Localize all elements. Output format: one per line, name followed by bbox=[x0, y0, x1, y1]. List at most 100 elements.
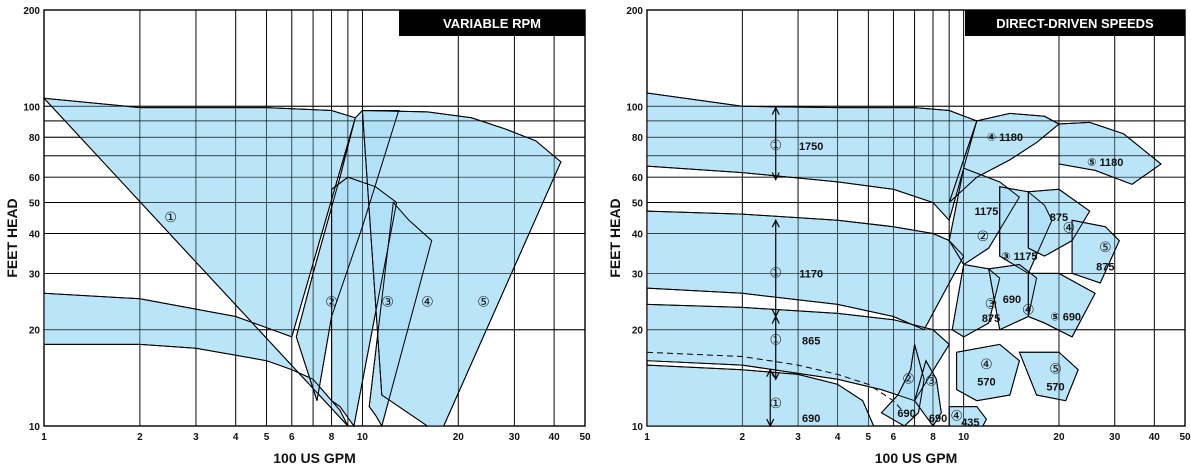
arrow-head-down bbox=[771, 172, 780, 181]
arrow-head-down bbox=[771, 372, 780, 381]
y-tick-label: 60 bbox=[632, 173, 644, 184]
region-outline-4 bbox=[368, 201, 433, 428]
x-tick-label: 2 bbox=[740, 432, 746, 443]
x-tick-label: 5 bbox=[264, 432, 270, 443]
annotation-label: ③ 1175 bbox=[1001, 251, 1037, 263]
annotation-label: 1750 bbox=[799, 141, 823, 153]
annotation-label: 435 bbox=[961, 417, 979, 429]
region-outline-4 bbox=[646, 210, 965, 331]
region-outline-11 bbox=[988, 263, 1038, 331]
x-tick-label: 5 bbox=[866, 432, 872, 443]
dashed-curve bbox=[646, 351, 905, 414]
annotation-label: ⑤ 1180 bbox=[1087, 157, 1123, 169]
x-tick-label: 8 bbox=[930, 432, 936, 443]
region-outline-3 bbox=[331, 176, 398, 428]
annotation-label: 690 bbox=[1003, 294, 1021, 306]
x-tick-label: 40 bbox=[549, 432, 561, 443]
x-tick-label: 1 bbox=[644, 432, 650, 443]
x-tick-label: 4 bbox=[233, 432, 239, 443]
x-tick-label: 10 bbox=[357, 432, 369, 443]
x-tick-label: 8 bbox=[329, 432, 335, 443]
annotation-label: 570 bbox=[977, 376, 995, 388]
x-tick-label: 20 bbox=[453, 432, 465, 443]
y-tick-label: 20 bbox=[632, 326, 644, 337]
x-tick-label: 40 bbox=[1149, 432, 1161, 443]
x-tick-label: 1 bbox=[41, 432, 47, 443]
annotation-label: 875 bbox=[1096, 262, 1114, 274]
annotation-label: ② bbox=[977, 228, 990, 244]
arrow-head-down bbox=[766, 418, 775, 428]
y-tick-label: 30 bbox=[29, 269, 41, 280]
region-outline-1 bbox=[646, 92, 978, 222]
y-tick-label: 30 bbox=[632, 269, 644, 280]
x-tick-label: 10 bbox=[958, 432, 970, 443]
arrow-head-up bbox=[771, 315, 780, 324]
x-axis-title: 100 US GPM bbox=[875, 450, 957, 466]
x-tick-label: 6 bbox=[891, 432, 897, 443]
y-tick-label: 200 bbox=[626, 6, 643, 17]
region-outline-14 bbox=[880, 344, 925, 427]
region-outline-16 bbox=[956, 343, 1020, 402]
arrow-head-up bbox=[771, 106, 780, 115]
annotation-label: ① bbox=[769, 395, 782, 411]
arrow-head-up bbox=[766, 368, 775, 377]
y-tick-label: 80 bbox=[29, 133, 41, 144]
x-tick-label: 3 bbox=[193, 432, 199, 443]
annotation-label: ⑤ bbox=[1099, 239, 1112, 255]
y-tick-label: 100 bbox=[23, 102, 40, 113]
region-outline-1 bbox=[42, 97, 356, 427]
region-label-4: ④ bbox=[421, 294, 434, 310]
region-outline-12 bbox=[1027, 272, 1096, 338]
annotation-label: ④ bbox=[980, 356, 993, 372]
y-tick-label: 60 bbox=[29, 173, 41, 184]
annotation-label: ③ bbox=[925, 372, 938, 388]
annotation-label: ④ bbox=[1022, 301, 1035, 317]
annotation-label: 875 bbox=[1050, 212, 1068, 224]
y-tick-label: 10 bbox=[29, 422, 41, 433]
region-outline-15 bbox=[914, 359, 942, 427]
annotation-label: 875 bbox=[982, 313, 1000, 325]
x-axis-title: 100 US GPM bbox=[273, 450, 355, 466]
y-tick-label: 80 bbox=[632, 133, 644, 144]
x-tick-label: 2 bbox=[137, 432, 143, 443]
x-tick-label: 4 bbox=[835, 432, 841, 443]
region-outline-17 bbox=[1018, 351, 1079, 402]
y-axis-title: FEET HEAD bbox=[607, 198, 623, 277]
region-outline-5 bbox=[361, 109, 562, 427]
annotation-label: ④ bbox=[1063, 219, 1076, 235]
x-tick-label: 6 bbox=[289, 432, 295, 443]
annotation-label: ④ bbox=[950, 408, 963, 424]
annotation-label: 690 bbox=[929, 413, 947, 425]
y-tick-label: 40 bbox=[632, 229, 644, 240]
region-outline-18 bbox=[948, 406, 987, 427]
annotation-label: 865 bbox=[802, 336, 820, 348]
annotation-label: 1170 bbox=[799, 268, 823, 280]
y-tick-label: 40 bbox=[29, 229, 41, 240]
annotation-label: ④ 1180 bbox=[987, 132, 1023, 144]
region-outline-8 bbox=[1071, 219, 1120, 284]
annotation-label: ⑤ 690 bbox=[1050, 312, 1081, 324]
region-outline-3 bbox=[1058, 121, 1162, 185]
region-outline-5 bbox=[948, 167, 1021, 266]
chart-title: DIRECT-DRIVEN SPEEDS bbox=[996, 16, 1154, 31]
annotation-label: 1175 bbox=[974, 206, 998, 218]
arrow-head-up bbox=[771, 218, 780, 228]
annotation-label: ⑤ bbox=[1049, 361, 1062, 377]
annotation-label: ② bbox=[902, 370, 915, 386]
annotation-label: ① bbox=[769, 264, 782, 280]
annotation-label: ① bbox=[769, 137, 782, 153]
annotation-label: ① bbox=[769, 332, 782, 348]
y-tick-label: 50 bbox=[29, 199, 41, 210]
y-axis-title: FEET HEAD bbox=[4, 198, 20, 277]
annotation-label: 690 bbox=[897, 408, 915, 420]
x-tick-label: 3 bbox=[795, 432, 801, 443]
y-tick-label: 100 bbox=[626, 102, 643, 113]
y-tick-label: 50 bbox=[632, 199, 644, 210]
y-tick-label: 20 bbox=[29, 326, 41, 337]
region-label-5: ⑤ bbox=[477, 294, 490, 310]
x-tick-label: 30 bbox=[1109, 432, 1121, 443]
x-tick-label: 30 bbox=[509, 432, 521, 443]
